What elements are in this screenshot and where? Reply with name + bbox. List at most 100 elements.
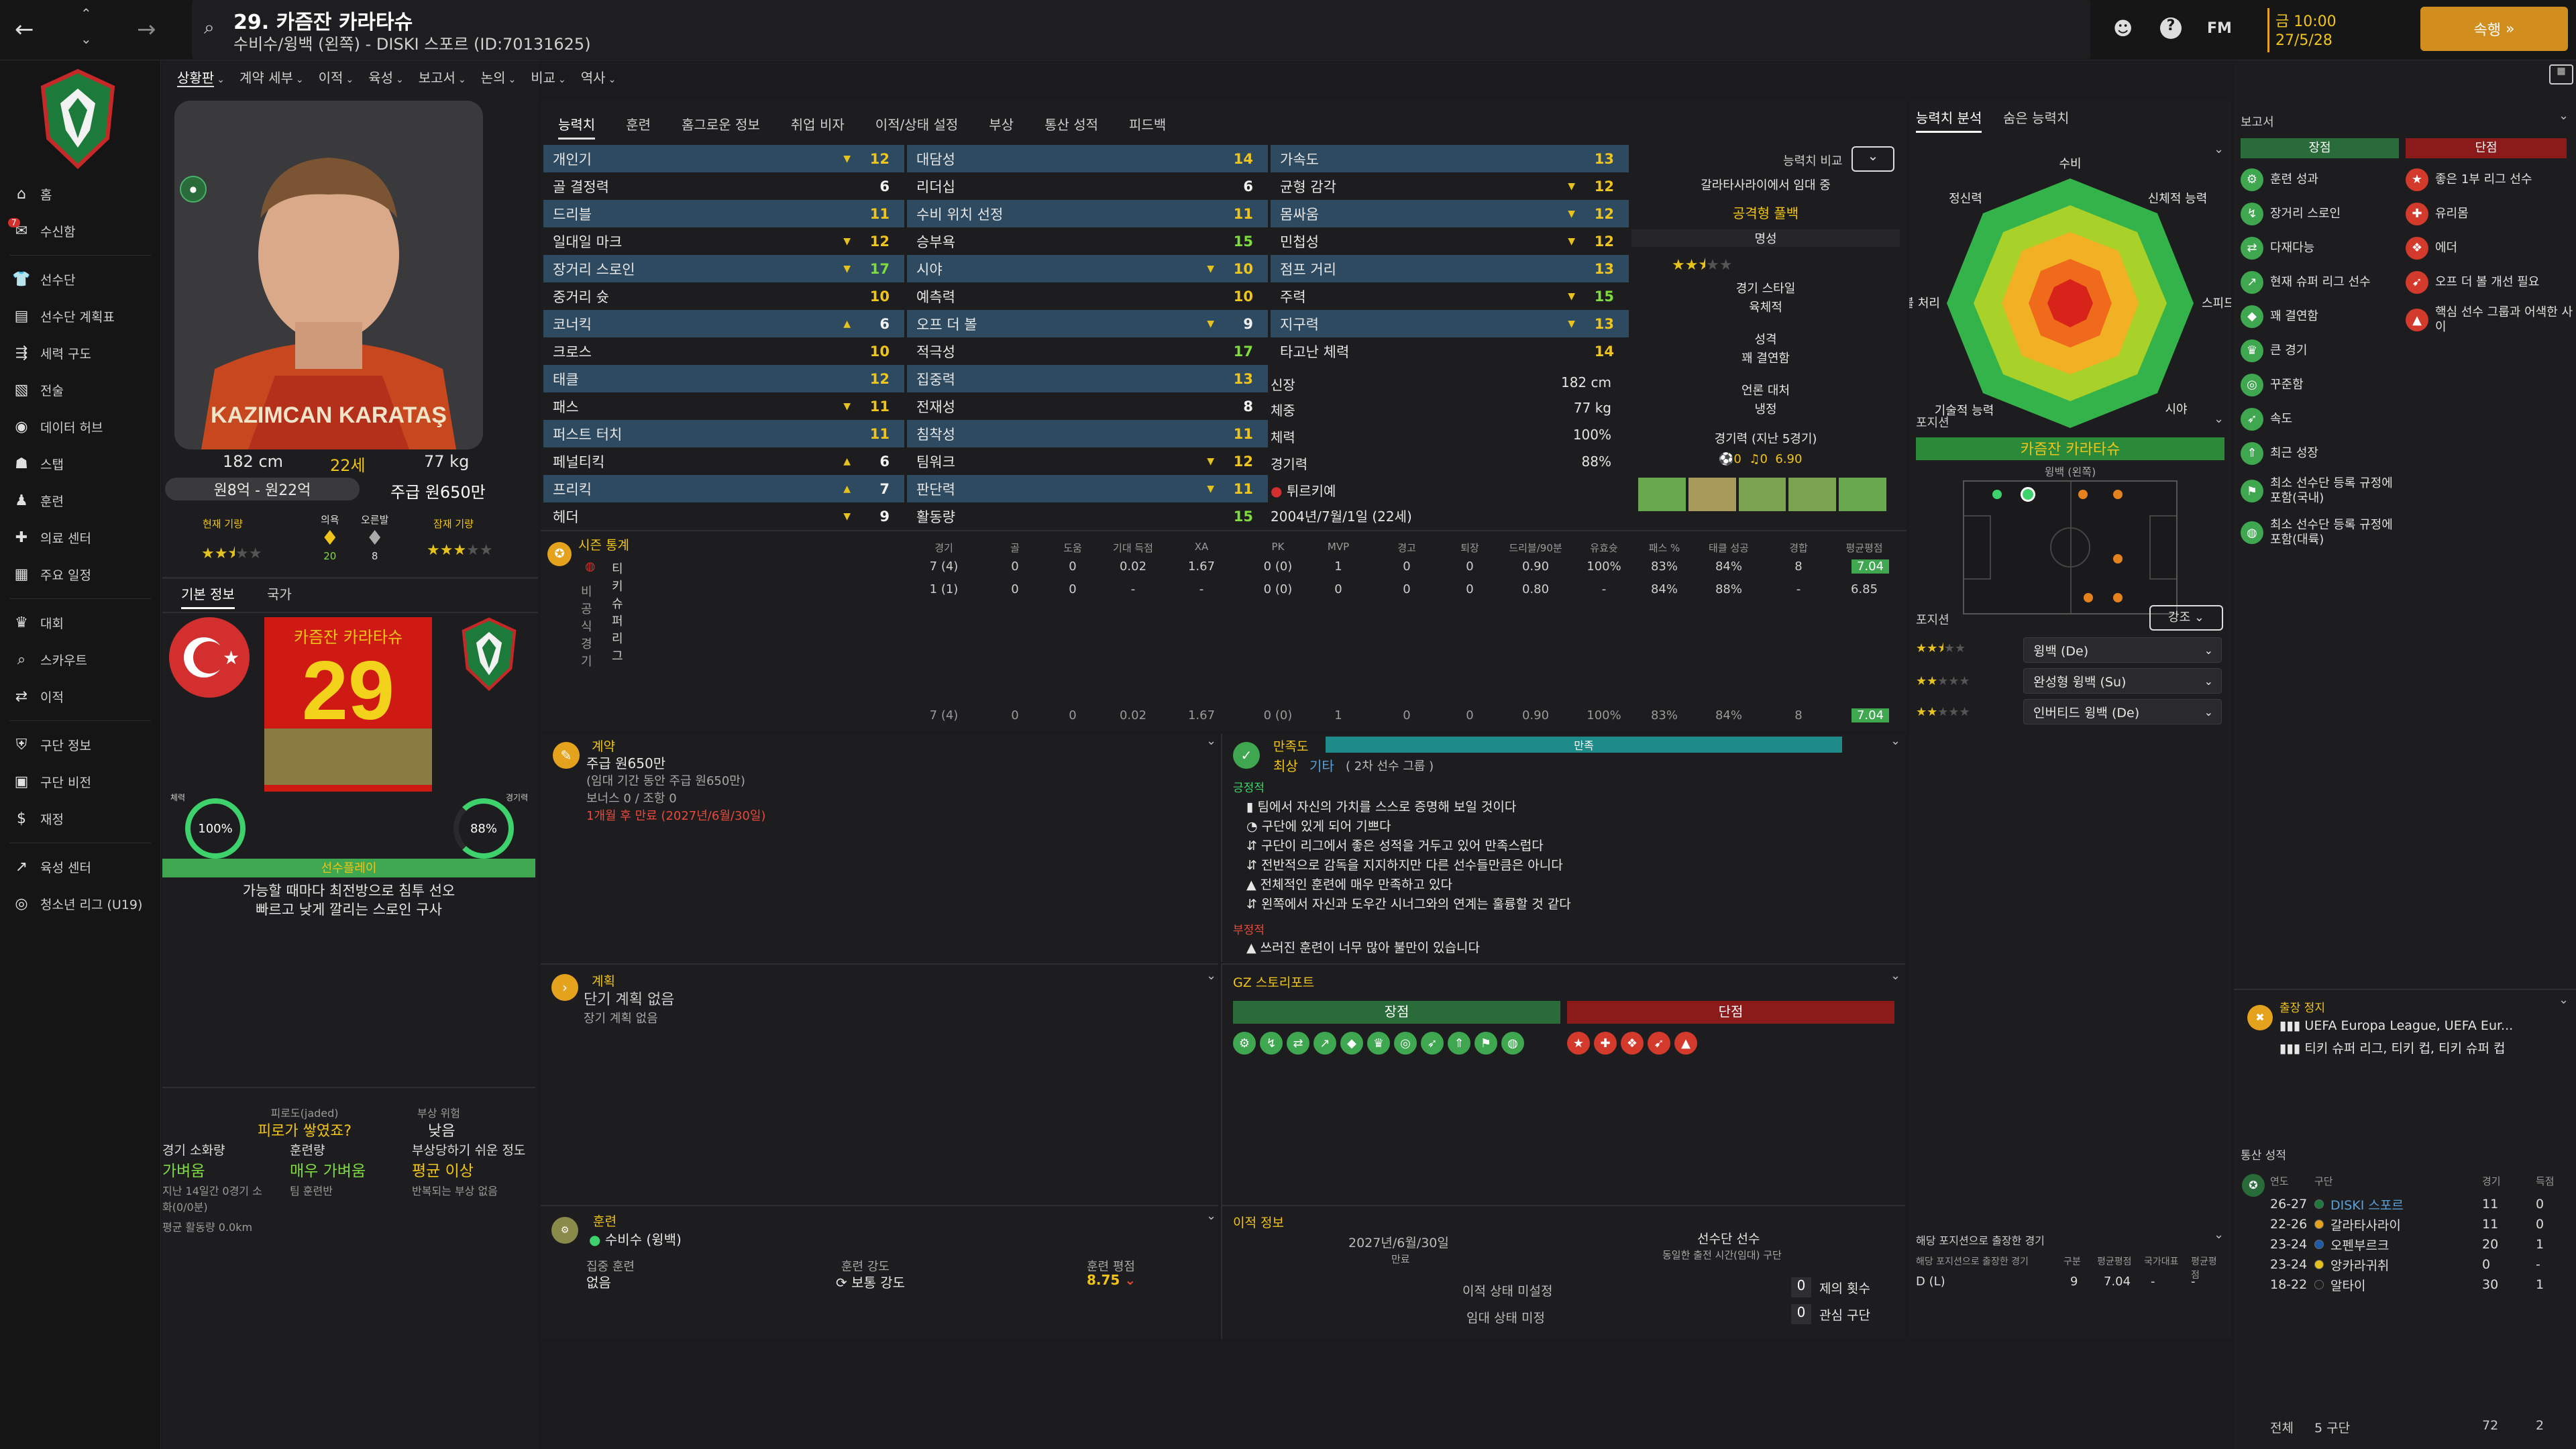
pro-item[interactable]: ♛ 큰 경기: [2241, 333, 2402, 368]
compare-dropdown[interactable]: ⌄: [1851, 146, 1894, 172]
subnav-item[interactable]: 보고서: [418, 70, 455, 86]
subnav-item[interactable]: 계약 세부: [239, 70, 293, 86]
attribute-row[interactable]: 몸싸움 ▼ 12: [1271, 200, 1629, 227]
attribute-row[interactable]: 주력 ▼ 15: [1271, 282, 1629, 310]
attribute-row[interactable]: 균형 감각 ▼ 12: [1271, 172, 1629, 200]
subnav-item[interactable]: 상황판: [177, 70, 215, 87]
con-item[interactable]: ➹ 오프 더 볼 개선 필요: [2406, 265, 2573, 299]
position-dot[interactable]: [2078, 490, 2088, 499]
pro-item[interactable]: ↗ 현재 슈퍼 리그 선수: [2241, 265, 2402, 299]
attribute-row[interactable]: 프리킥 ▲ 7: [543, 475, 904, 502]
attribute-row[interactable]: 민첩성 ▼ 12: [1271, 227, 1629, 255]
help-icon[interactable]: ?: [2160, 17, 2182, 39]
attribute-row[interactable]: 장거리 스로인 ▼ 17: [543, 255, 904, 282]
pro-item[interactable]: ⚑ 최소 선수단 등록 규정에 포함(국내): [2241, 470, 2402, 512]
position-dot[interactable]: [1992, 490, 2002, 499]
nav-up-icon[interactable]: ⌃: [80, 5, 92, 21]
stat-header[interactable]: 태클 성공: [1709, 542, 1749, 554]
sidebar-item[interactable]: ✚ 의료 센터: [0, 519, 160, 556]
sidebar-item[interactable]: ◉ 데이터 허브: [0, 409, 160, 445]
attribute-row[interactable]: 드리블 11: [543, 200, 904, 227]
attribute-row[interactable]: 집중력 13: [907, 365, 1268, 392]
attribute-row[interactable]: 태클 12: [543, 365, 904, 392]
forward-arrow-icon[interactable]: →: [137, 16, 156, 43]
globe-icon[interactable]: ◍: [1501, 1032, 1524, 1055]
plan-title[interactable]: 계획: [592, 974, 615, 989]
career-row[interactable]: 22-26 갈라타사라이 11 0: [2270, 1214, 2572, 1234]
attribute-tab[interactable]: 부상: [989, 117, 1014, 133]
layout-icon[interactable]: ▦: [2549, 64, 2573, 85]
sidebar-item[interactable]: ◎ 청소년 리그 (U19): [0, 885, 160, 922]
status-badge[interactable]: ●: [180, 176, 207, 203]
attribute-row[interactable]: 점프 거리 13: [1271, 255, 1629, 282]
stat-header[interactable]: 경고: [1397, 542, 1416, 554]
attribute-tab[interactable]: 훈련: [626, 117, 651, 133]
sidebar-item[interactable]: 👕 선수단: [0, 261, 160, 298]
sidebar-item[interactable]: ✉ 수신함 7: [0, 213, 160, 250]
pro-item[interactable]: ◆ 꽤 결연함: [2241, 299, 2402, 333]
sidebar-item[interactable]: ⌂ 홈: [0, 176, 160, 213]
sidebar-item[interactable]: ▧ 전술: [0, 372, 160, 409]
role-dropdown[interactable]: 완성형 윙백 (Su) ⌄: [2023, 668, 2222, 694]
strong-dropdown[interactable]: 강조 ⌄: [2149, 605, 2223, 631]
stat-header[interactable]: 평균평점: [1845, 542, 1883, 554]
stat-header[interactable]: 퇴장: [1460, 542, 1479, 554]
nation-flag[interactable]: ★: [169, 617, 250, 698]
subnav-item[interactable]: 논의: [480, 70, 506, 86]
season-title[interactable]: 시즌 통계: [578, 538, 629, 553]
trophy-icon[interactable]: ♛: [1367, 1032, 1390, 1055]
fm-logo[interactable]: FM: [2207, 20, 2232, 37]
sidebar-item[interactable]: ☗ 스탭: [0, 445, 160, 482]
stat-header[interactable]: 유효슛: [1590, 542, 1618, 554]
attribute-row[interactable]: 가속도 13: [1271, 145, 1629, 172]
rise-icon[interactable]: ⇑: [1448, 1032, 1470, 1055]
attribute-row[interactable]: 전재성 8: [907, 392, 1268, 420]
stat-header[interactable]: 패스 %: [1648, 542, 1680, 554]
tab-attribute-analysis[interactable]: 능력치 분석: [1916, 107, 1982, 133]
position-dot[interactable]: [2084, 593, 2093, 602]
attribute-row[interactable]: 시야 ▼ 10: [907, 255, 1268, 282]
pro-item[interactable]: ⚙ 훈련 성과: [2241, 162, 2402, 197]
attribute-row[interactable]: 지구력 ▼ 13: [1271, 310, 1629, 337]
training-title[interactable]: 훈련: [593, 1214, 616, 1229]
pro-item[interactable]: ➶ 속도: [2241, 402, 2402, 436]
sidebar-item[interactable]: $ 재정: [0, 800, 160, 837]
attribute-row[interactable]: 예측력 10: [907, 282, 1268, 310]
speed-icon[interactable]: ➶: [1421, 1032, 1444, 1055]
attribute-tab[interactable]: 통산 성적: [1044, 117, 1099, 133]
ego-icon[interactable]: ❖: [1621, 1032, 1644, 1055]
subnav-item[interactable]: 육성: [368, 70, 393, 86]
versatile-icon[interactable]: ⇄: [1287, 1032, 1309, 1055]
flag-icon[interactable]: ⚑: [1474, 1032, 1497, 1055]
attribute-row[interactable]: 오프 더 볼 ▼ 9: [907, 310, 1268, 337]
target-icon[interactable]: ◎: [1394, 1032, 1417, 1055]
chevron-down-icon[interactable]: ⌄: [1890, 969, 1901, 983]
attribute-tab[interactable]: 이적/상태 설정: [875, 117, 959, 133]
profile-value[interactable]: 원8억 - 원22억: [165, 478, 360, 500]
position-dot-primary[interactable]: [2021, 487, 2035, 502]
chevron-down-icon[interactable]: ⌄: [2214, 1228, 2224, 1242]
subnav-item[interactable]: 이적: [318, 70, 343, 86]
attribute-row[interactable]: 페널티킥 ▲ 6: [543, 447, 904, 475]
stat-header[interactable]: 드리블/90분: [1509, 542, 1562, 554]
attribute-row[interactable]: 퍼스트 터치 11: [543, 420, 904, 447]
throw-icon[interactable]: ↯: [1260, 1032, 1283, 1055]
stat-header[interactable]: XA: [1194, 541, 1209, 553]
sidebar-item[interactable]: ▣ 구단 비전: [0, 763, 160, 800]
role-row[interactable]: ★★★★★ 완성형 윙백 (Su) ⌄: [1916, 665, 2224, 696]
chevron-down-icon[interactable]: ⌄: [2559, 109, 2569, 123]
chevron-down-icon[interactable]: ⌄: [1206, 734, 1217, 748]
back-arrow-icon[interactable]: ←: [15, 16, 34, 43]
chevron-down-icon[interactable]: ⌄: [1890, 734, 1901, 748]
sidebar-item[interactable]: ⛨ 구단 정보: [0, 727, 160, 763]
club-crest-small[interactable]: [459, 617, 519, 692]
career-row[interactable]: 18-22 알타이 30 1: [2270, 1275, 2572, 1295]
pro-item[interactable]: ⇄ 다재다능: [2241, 231, 2402, 265]
transfer-title[interactable]: 이적 정보: [1233, 1216, 1284, 1230]
chevron-down-icon[interactable]: ⌄: [2214, 412, 2224, 426]
attribute-row[interactable]: 활동량 15: [907, 502, 1268, 530]
stat-header[interactable]: 경기: [934, 542, 953, 554]
subnav-item[interactable]: 역사: [580, 70, 606, 86]
con-item[interactable]: ✚ 유리몸: [2406, 197, 2573, 231]
nav-down-icon[interactable]: ⌄: [80, 31, 92, 47]
